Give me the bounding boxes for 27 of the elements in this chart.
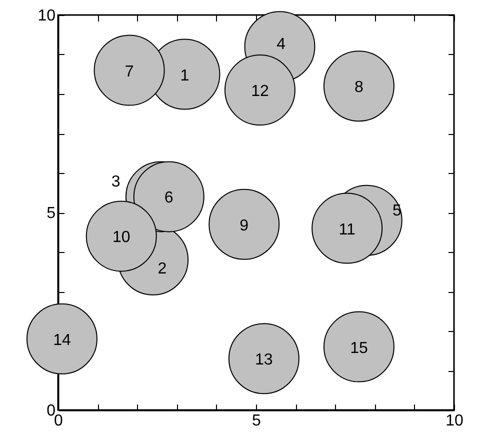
annotation: 8 (354, 79, 364, 96)
point (224, 54, 296, 126)
point (323, 311, 394, 382)
annotation: 11 (338, 221, 356, 238)
point (323, 50, 394, 122)
annotation: 10 (112, 229, 130, 246)
annotation: 4 (276, 36, 286, 53)
point (208, 188, 280, 260)
annotation: 7 (124, 63, 134, 80)
annotation: 15 (350, 340, 368, 357)
point (228, 323, 300, 394)
annotation: 14 (53, 332, 71, 349)
annotation: 12 (251, 83, 269, 100)
point (312, 192, 383, 264)
annotation: 2 (158, 260, 167, 278)
annotation: 13 (255, 352, 273, 369)
y-tick-label: 5 (46, 205, 56, 222)
x-tick-label: 5 (252, 412, 262, 430)
point (26, 303, 98, 374)
x-tick-label: 10 (446, 412, 464, 430)
annotation: 9 (240, 217, 249, 234)
annotation: 1 (180, 67, 190, 84)
point (94, 34, 165, 106)
point (86, 200, 157, 272)
annotation: 5 (392, 202, 402, 220)
annotation: 3 (111, 173, 120, 190)
y-tick-label: 10 (38, 8, 56, 24)
